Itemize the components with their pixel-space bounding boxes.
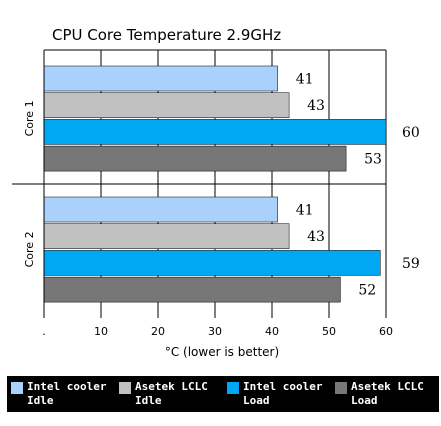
category-labels: Core 1 Core 2 <box>23 100 36 267</box>
legend-swatch <box>227 382 239 394</box>
bar <box>43 250 381 276</box>
x-tick-label: 40 <box>265 325 279 338</box>
x-tick-label: 50 <box>322 325 336 338</box>
legend-item: Asetek LCLC Load <box>331 376 439 412</box>
x-tick-label: . <box>42 325 46 338</box>
x-tick-label: 10 <box>94 325 108 338</box>
data-label: 43 <box>307 229 325 245</box>
bar <box>43 196 278 223</box>
x-tick-label: 30 <box>208 325 222 338</box>
data-label: 53 <box>364 152 382 168</box>
bar <box>43 65 278 92</box>
bar <box>43 119 387 145</box>
bars <box>43 65 387 303</box>
x-tick-label: 60 <box>379 325 393 338</box>
value-labels: 41 43 60 53 41 43 59 52 <box>296 72 420 299</box>
x-axis-label: °C (lower is better) <box>165 345 279 359</box>
data-label: 41 <box>296 203 314 219</box>
chart-title: CPU Core Temperature 2.9GHz <box>52 26 281 44</box>
category-label: Core 2 <box>23 231 36 267</box>
legend-swatch <box>335 382 347 394</box>
data-label: 43 <box>307 98 325 114</box>
legend-swatch <box>119 382 131 394</box>
category-label: Core 1 <box>23 100 36 136</box>
legend-item: Intel cooler Idle <box>7 376 115 412</box>
legend-label: Intel cooler Load <box>243 380 323 407</box>
bar <box>43 276 341 303</box>
axes <box>12 49 386 318</box>
bar <box>43 223 290 249</box>
legend-label: Asetek LCLC Idle <box>135 380 208 407</box>
x-tick-label: 20 <box>151 325 165 338</box>
bar <box>43 145 347 172</box>
data-label: 60 <box>402 125 420 141</box>
legend-swatch <box>11 382 23 394</box>
bar <box>43 92 290 118</box>
data-label: 59 <box>402 256 420 272</box>
legend: Intel cooler Idle Asetek LCLC Idle Intel c… <box>7 376 439 412</box>
data-label: 52 <box>358 283 376 299</box>
legend-item: Asetek LCLC Idle <box>115 376 223 412</box>
x-tick-labels: . 10 20 30 40 50 60 <box>42 325 393 338</box>
legend-item: Intel cooler Load <box>223 376 331 412</box>
legend-label: Asetek LCLC Load <box>351 380 424 407</box>
data-label: 41 <box>296 72 314 88</box>
legend-label: Intel cooler Idle <box>27 380 107 407</box>
